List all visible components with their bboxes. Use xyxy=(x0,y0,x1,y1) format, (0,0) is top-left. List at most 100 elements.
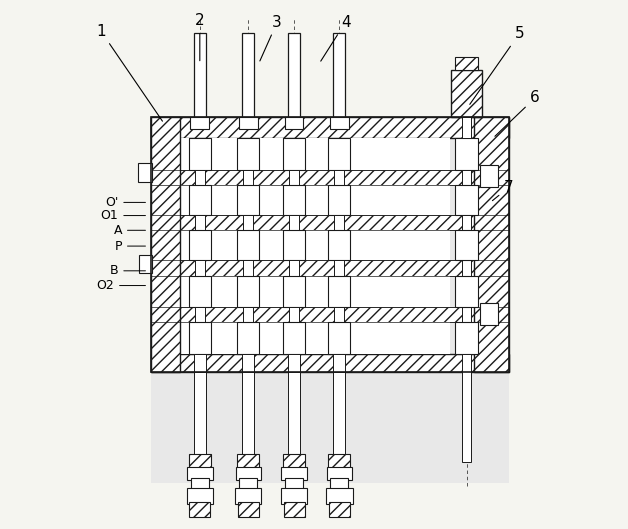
Bar xyxy=(259,322,283,354)
Bar xyxy=(350,322,450,354)
Bar xyxy=(239,478,257,491)
Bar xyxy=(138,163,153,182)
Bar xyxy=(451,70,482,117)
Bar xyxy=(283,322,305,354)
Bar xyxy=(237,230,259,260)
Bar xyxy=(350,138,450,170)
Bar xyxy=(305,138,328,170)
Bar xyxy=(305,276,328,307)
Bar xyxy=(334,170,345,185)
Bar xyxy=(236,467,261,480)
Bar xyxy=(151,117,509,372)
Bar xyxy=(480,303,498,325)
Bar xyxy=(238,503,259,517)
Text: A: A xyxy=(114,224,146,237)
Bar xyxy=(243,170,254,185)
Bar xyxy=(243,307,254,322)
Bar xyxy=(283,276,305,307)
Bar xyxy=(480,165,498,187)
Text: 4: 4 xyxy=(321,15,350,61)
Bar xyxy=(285,478,303,491)
Bar xyxy=(334,307,345,322)
Bar xyxy=(237,322,259,354)
Bar xyxy=(189,138,211,170)
Bar xyxy=(237,276,259,307)
Bar xyxy=(195,307,205,322)
Bar xyxy=(190,117,209,129)
Bar xyxy=(189,503,210,517)
Bar xyxy=(151,214,509,230)
Bar xyxy=(284,117,303,129)
Bar xyxy=(455,276,478,307)
Bar xyxy=(187,467,212,480)
Bar xyxy=(475,117,509,372)
Bar xyxy=(281,467,306,480)
Bar xyxy=(242,33,254,117)
Bar xyxy=(195,170,205,185)
Bar xyxy=(475,138,484,170)
Bar xyxy=(328,185,350,214)
Bar xyxy=(194,372,205,462)
Bar xyxy=(243,260,254,276)
Bar xyxy=(455,57,478,70)
Bar xyxy=(328,276,350,307)
Bar xyxy=(305,230,328,260)
Bar xyxy=(259,185,283,214)
Bar xyxy=(283,185,305,214)
Text: O2: O2 xyxy=(96,279,146,292)
Bar xyxy=(180,185,189,214)
Bar xyxy=(195,214,205,230)
Bar xyxy=(330,117,349,129)
Bar xyxy=(288,354,300,372)
Bar xyxy=(462,354,471,462)
Bar xyxy=(455,230,478,260)
Bar xyxy=(180,322,189,354)
Bar xyxy=(288,372,300,462)
Bar xyxy=(180,138,189,170)
Bar xyxy=(189,276,211,307)
Bar xyxy=(211,230,237,260)
Text: O': O' xyxy=(105,196,146,209)
Bar xyxy=(327,467,352,480)
Bar xyxy=(235,488,261,504)
Bar xyxy=(189,454,211,470)
Bar xyxy=(455,322,478,354)
Bar xyxy=(194,33,205,117)
Bar xyxy=(243,214,254,230)
Bar xyxy=(289,170,299,185)
Bar xyxy=(462,214,471,230)
Bar xyxy=(242,372,254,462)
Bar xyxy=(326,488,352,504)
Bar xyxy=(151,117,509,138)
Bar xyxy=(329,503,350,517)
Bar xyxy=(239,117,257,129)
Bar xyxy=(194,354,205,372)
Text: 1: 1 xyxy=(96,24,163,121)
Bar xyxy=(180,230,189,260)
Text: O1: O1 xyxy=(100,209,146,222)
Text: 6: 6 xyxy=(495,90,540,136)
Bar xyxy=(281,488,307,504)
Text: 2: 2 xyxy=(195,13,205,61)
Bar xyxy=(237,454,259,470)
Bar xyxy=(475,185,484,214)
Bar xyxy=(191,478,208,491)
Bar xyxy=(350,276,450,307)
Bar xyxy=(330,478,348,491)
Bar xyxy=(151,170,509,185)
Bar xyxy=(211,276,237,307)
Bar xyxy=(328,322,350,354)
Bar xyxy=(462,170,471,185)
Bar xyxy=(283,230,305,260)
Bar xyxy=(328,230,350,260)
Bar xyxy=(334,214,345,230)
Bar xyxy=(475,322,484,354)
Bar xyxy=(475,230,484,260)
Bar xyxy=(180,276,189,307)
Bar xyxy=(289,260,299,276)
Bar xyxy=(139,255,153,273)
Bar xyxy=(289,214,299,230)
Text: P: P xyxy=(114,240,146,252)
Bar xyxy=(333,354,345,372)
Text: B: B xyxy=(110,264,146,277)
